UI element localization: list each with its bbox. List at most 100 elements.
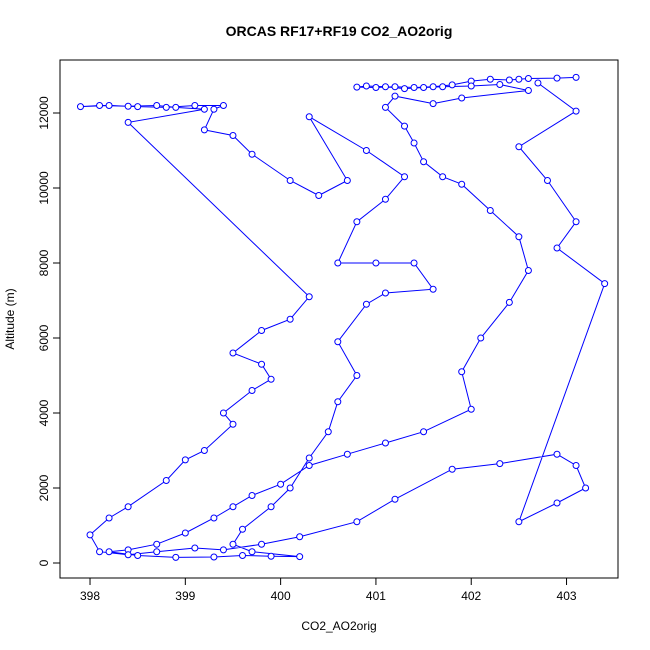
data-point [391,495,399,503]
data-point [258,326,266,334]
data-point [124,118,132,126]
data-point [305,293,313,301]
data-point [191,101,199,109]
data-point [448,465,456,473]
x-tick-label: 401 [366,589,386,603]
data-point [353,371,361,379]
data-point [239,551,247,559]
data-point [229,503,237,511]
data-point [181,456,189,464]
data-point [124,551,132,559]
y-axis-label: Altitude (m) [3,288,17,349]
data-point [210,105,218,113]
data-point [162,476,170,484]
y-tick-label: 0 [37,559,51,566]
data-point [258,360,266,368]
data-point [172,553,180,561]
data-point [248,548,256,556]
data-point [124,503,132,511]
data-point [343,176,351,184]
data-point [191,544,199,552]
data-point [515,75,523,83]
data-point [381,103,389,111]
data-point [458,368,466,376]
data-point [458,94,466,102]
data-point [429,83,437,91]
data-point [448,81,456,89]
data-point [258,540,266,548]
y-tick-label: 8000 [37,249,51,276]
plot-frame [59,59,619,579]
data-point [334,398,342,406]
data-point [477,334,485,342]
data-point [267,375,275,383]
data-point [553,499,561,507]
data-point [486,206,494,214]
data-point [200,126,208,134]
data-point [305,113,313,121]
data-point [458,180,466,188]
data-point [401,122,409,130]
data-point [181,529,189,537]
data-point [439,173,447,181]
data-point [315,191,323,199]
data-point [601,280,609,288]
data-point [219,546,227,554]
data-point [162,103,170,111]
y-tick-label: 12000 [37,96,51,130]
data-point [229,540,237,548]
data-point [553,450,561,458]
data-point [96,101,104,109]
data-point [200,105,208,113]
data-point [76,103,84,111]
data-point [553,74,561,82]
data-point [524,74,532,82]
data-point [296,533,304,541]
y-tick-label: 10000 [37,171,51,205]
data-point [410,83,418,91]
data-point [505,76,513,84]
data-point [410,139,418,147]
data-point [248,386,256,394]
data-point [553,244,561,252]
data-point [401,85,409,93]
data-point [105,514,113,522]
data-point [153,101,161,109]
data-point [429,100,437,108]
data-point [153,540,161,548]
data-point [524,86,532,94]
data-point [439,83,447,91]
data-point [267,552,275,560]
data-point [296,553,304,561]
y-tick-label: 2000 [37,474,51,501]
data-point [124,102,132,110]
data-point [515,143,523,151]
data-point [362,300,370,308]
data-point [334,338,342,346]
data-point [305,461,313,469]
data-point [200,446,208,454]
data-point [496,460,504,468]
data-point [153,548,161,556]
data-point [229,420,237,428]
data-point [496,80,504,88]
data-point [219,101,227,109]
data-point [572,73,580,81]
data-point [105,101,113,109]
data-point [582,484,590,492]
x-axis-label: CO2_AO2orig [301,619,376,633]
data-point [134,551,142,559]
data-point [229,131,237,139]
data-point [467,405,475,413]
data-point [267,503,275,511]
data-point [353,83,361,91]
data-point [334,259,342,267]
data-point [86,531,94,539]
data-point [420,83,428,91]
data-point [210,514,218,522]
data-point [96,548,104,556]
data-point [229,349,237,357]
x-tick-label: 402 [461,589,481,603]
data-point [343,450,351,458]
